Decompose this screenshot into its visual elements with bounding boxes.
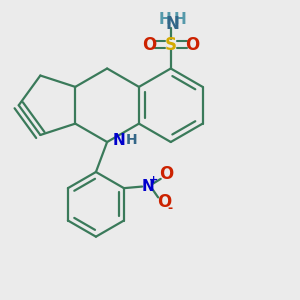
Text: +: + — [149, 175, 158, 184]
Text: N: N — [113, 133, 126, 148]
Text: N: N — [142, 179, 154, 194]
Text: H: H — [174, 12, 187, 27]
Text: O: O — [159, 165, 174, 183]
Text: S: S — [165, 35, 177, 53]
Text: N: N — [166, 15, 180, 33]
Text: H: H — [126, 134, 138, 147]
Text: H: H — [159, 12, 171, 27]
Text: O: O — [142, 35, 156, 53]
Text: O: O — [157, 193, 171, 211]
Text: O: O — [185, 35, 200, 53]
Text: -: - — [168, 202, 173, 215]
